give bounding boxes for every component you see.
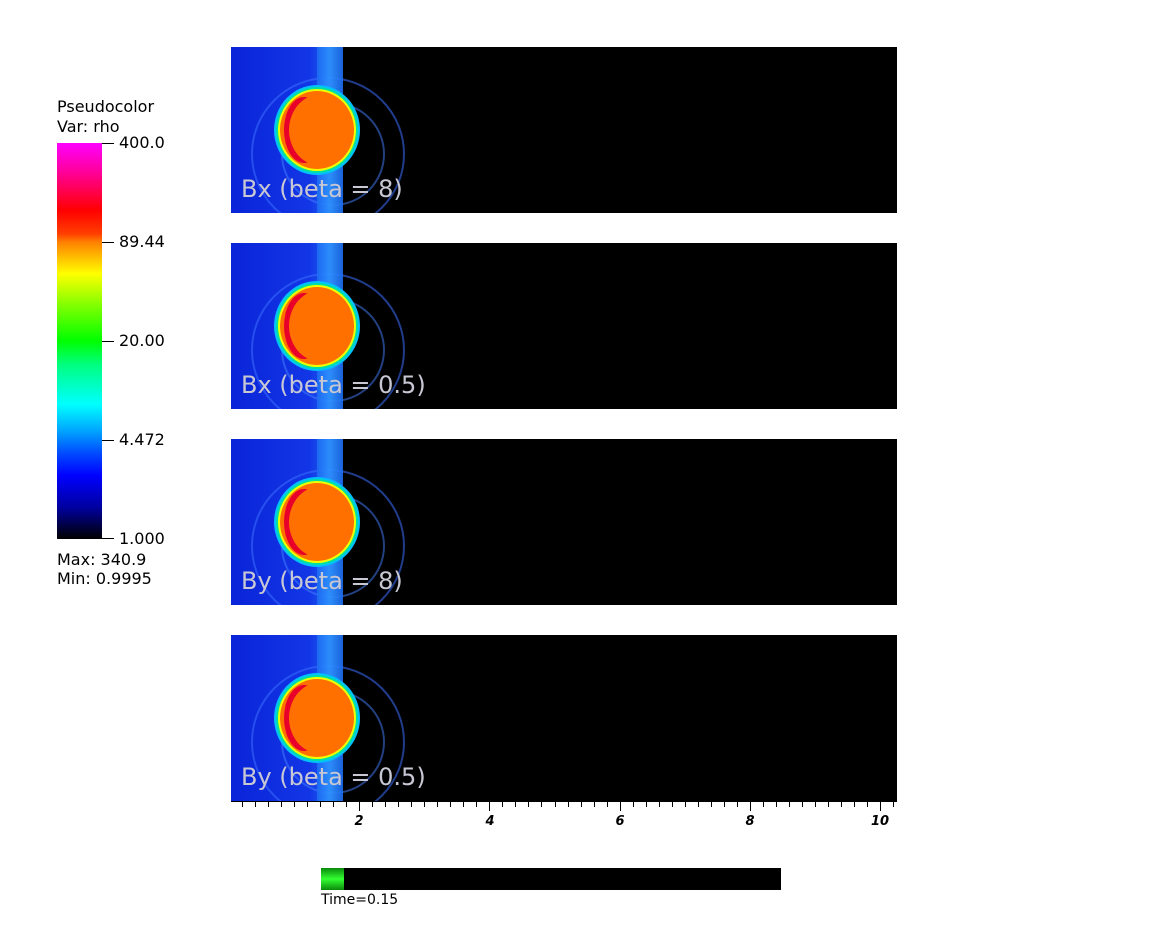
x-axis-minor-tick <box>568 801 569 807</box>
cloud-core <box>289 290 353 362</box>
x-axis-minor-tick <box>372 801 373 807</box>
x-axis-minor-tick <box>502 801 503 807</box>
x-axis-minor-tick <box>828 801 829 807</box>
x-axis-tick-label: 4 <box>485 814 495 829</box>
x-axis-major-tick <box>620 801 621 811</box>
time-label: Time=0.15 <box>321 892 399 908</box>
x-axis-minor-tick <box>867 801 868 807</box>
x-axis-minor-tick <box>541 801 542 807</box>
legend-title: Pseudocolor <box>57 97 155 116</box>
x-axis-minor-tick <box>646 801 647 807</box>
simulation-panel: By (beta = 0.5) <box>231 635 897 801</box>
x-axis-minor-tick <box>685 801 686 807</box>
colorbar-tick-label: 400.0 <box>119 133 165 152</box>
x-axis-minor-tick <box>307 801 308 807</box>
x-axis-major-tick <box>489 801 490 811</box>
x-axis-minor-tick <box>724 801 725 807</box>
x-axis-minor-tick <box>815 801 816 807</box>
x-axis-minor-tick <box>698 801 699 807</box>
colorbar-tick-label: 1.000 <box>119 529 165 548</box>
panel-label: By (beta = 0.5) <box>241 763 426 791</box>
x-axis-minor-tick <box>763 801 764 807</box>
x-axis-tick-label: 2 <box>354 814 364 829</box>
x-axis-minor-tick <box>242 801 243 807</box>
x-axis-major-tick <box>750 801 751 811</box>
x-axis-minor-tick <box>255 801 256 807</box>
x-axis-line <box>231 801 897 802</box>
panel-label: Bx (beta = 0.5) <box>241 371 426 399</box>
x-axis-minor-tick <box>450 801 451 807</box>
panel-label: Bx (beta = 8) <box>241 175 403 203</box>
x-axis-minor-tick <box>294 801 295 807</box>
x-axis-minor-tick <box>893 801 894 807</box>
x-axis-minor-tick <box>841 801 842 807</box>
colorbar-tick <box>102 440 114 441</box>
colorbar-tick-label: 89.44 <box>119 232 165 251</box>
colorbar-tick <box>102 341 114 342</box>
x-axis-major-tick <box>359 801 360 811</box>
simulation-panel: By (beta = 8) <box>231 439 897 605</box>
x-axis-minor-tick <box>789 801 790 807</box>
cloud-core <box>289 94 353 166</box>
x-axis-minor-tick <box>555 801 556 807</box>
simulation-panel: Bx (beta = 0.5) <box>231 243 897 409</box>
x-axis-minor-tick <box>711 801 712 807</box>
x-axis-minor-tick <box>320 801 321 807</box>
x-axis-minor-tick <box>581 801 582 807</box>
colorbar-tick-label: 20.00 <box>119 331 165 350</box>
x-axis-minor-tick <box>424 801 425 807</box>
x-axis-minor-tick <box>802 801 803 807</box>
colorbar-tick <box>102 538 114 539</box>
x-axis-minor-tick <box>385 801 386 807</box>
legend-min: Min: 0.9995 <box>57 569 152 588</box>
colorbar-tick <box>102 242 114 243</box>
x-axis-minor-tick <box>854 801 855 807</box>
x-axis-minor-tick <box>268 801 269 807</box>
x-axis-tick-label: 10 <box>870 814 890 829</box>
x-axis-minor-tick <box>737 801 738 807</box>
x-axis-minor-tick <box>776 801 777 807</box>
colorbar-gradient <box>57 143 102 539</box>
x-axis-tick-label: 6 <box>615 814 625 829</box>
colorbar-tick-label: 4.472 <box>119 430 165 449</box>
x-axis-major-tick <box>880 801 881 811</box>
x-axis-minor-tick <box>437 801 438 807</box>
x-axis-minor-tick <box>346 801 347 807</box>
x-axis-minor-tick <box>672 801 673 807</box>
cloud-core <box>289 682 353 754</box>
x-axis-minor-tick <box>398 801 399 807</box>
colorbar-tick <box>102 143 114 144</box>
time-progress-fill <box>321 868 344 890</box>
x-axis-minor-tick <box>411 801 412 807</box>
cloud-core <box>289 486 353 558</box>
simulation-panel: Bx (beta = 8) <box>231 47 897 213</box>
x-axis-minor-tick <box>515 801 516 807</box>
legend-max: Max: 340.9 <box>57 550 147 569</box>
x-axis-minor-tick <box>607 801 608 807</box>
x-axis-minor-tick <box>463 801 464 807</box>
x-axis-minor-tick <box>281 801 282 807</box>
panel-label: By (beta = 8) <box>241 567 403 595</box>
x-axis-minor-tick <box>659 801 660 807</box>
time-progress-bar <box>321 868 781 890</box>
x-axis-tick-label: 8 <box>745 814 755 829</box>
x-axis-minor-tick <box>594 801 595 807</box>
x-axis-minor-tick <box>528 801 529 807</box>
legend-variable: Var: rho <box>57 117 120 136</box>
x-axis-minor-tick <box>633 801 634 807</box>
x-axis-minor-tick <box>476 801 477 807</box>
x-axis-minor-tick <box>333 801 334 807</box>
